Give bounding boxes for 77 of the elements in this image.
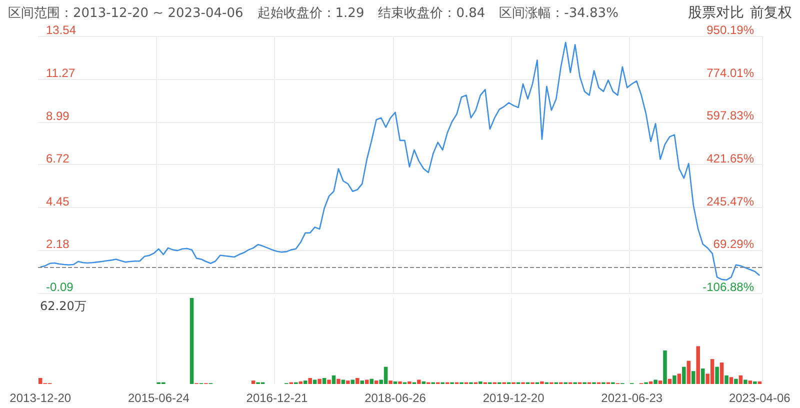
bar: [677, 374, 682, 384]
bar: [658, 380, 662, 384]
y-tick-label: 2.18: [46, 237, 70, 252]
x-tick-label: 2016-12-21: [246, 391, 308, 405]
bar: [668, 378, 672, 384]
bar: [691, 371, 696, 384]
bar: [715, 366, 719, 384]
text: 区间涨幅：-34.83%: [499, 6, 618, 21]
y-tick-label: 4.45: [46, 194, 70, 208]
bar: [700, 368, 705, 384]
bar: [350, 380, 355, 384]
bar: [298, 381, 303, 384]
y-tick-label: 6.72: [46, 152, 70, 166]
bar: [734, 378, 738, 384]
annotation: 62.20万: [40, 298, 86, 315]
bar: [648, 381, 653, 384]
text: 股票对比: [688, 5, 744, 21]
bar: [388, 380, 392, 384]
x-tick-label: 2018-06-26: [364, 391, 426, 405]
y2-tick-label: 774.01%: [706, 66, 754, 80]
bar: [696, 346, 700, 384]
bar: [190, 298, 194, 384]
bar: [672, 375, 676, 384]
y2-tick-label: 245.47%: [706, 194, 754, 208]
bar: [540, 381, 544, 384]
bar: [251, 380, 256, 384]
bar: [398, 381, 402, 384]
bar: [312, 380, 317, 384]
y2-tick-label: 597.83%: [706, 108, 754, 123]
y2-tick-label: 421.65%: [706, 152, 754, 166]
bar: [417, 380, 421, 384]
bar: [327, 380, 331, 384]
x-tick-label: 2019-12-20: [482, 391, 545, 405]
y2-tick-label: 69.29%: [713, 237, 754, 252]
bar: [663, 350, 667, 384]
bar: [753, 381, 757, 384]
bar: [356, 378, 360, 384]
bar: [332, 375, 336, 384]
x-tick-label: 2015-06-24: [128, 391, 190, 405]
bar: [322, 378, 326, 384]
bar: [364, 380, 369, 384]
bar: [393, 381, 398, 384]
bar: [318, 378, 322, 384]
bar: [370, 378, 374, 384]
bar: [303, 380, 308, 384]
y-tick-label: 8.99: [46, 108, 70, 123]
y2-tick-label: 950.19%: [706, 23, 754, 37]
bar: [308, 378, 312, 384]
bar: [336, 378, 340, 384]
y-tick-label: 11.27: [46, 66, 76, 80]
bar: [478, 381, 482, 384]
x-tick-label: 2013-12-20: [10, 391, 72, 405]
x-tick-label: 2023-04-06: [728, 391, 791, 405]
bar: [341, 380, 346, 384]
x-tick-label: 2021-06-23: [601, 391, 663, 405]
bar: [738, 375, 743, 384]
text: 起始收盘价：1.29: [257, 6, 364, 21]
bar: [682, 366, 686, 384]
y-tick-label: 13.54: [46, 23, 76, 37]
bar: [654, 380, 658, 384]
bar: [360, 380, 364, 384]
bar: [744, 380, 748, 384]
bar: [720, 362, 724, 384]
bar: [729, 377, 734, 384]
bar: [724, 375, 728, 384]
bar: [408, 381, 412, 384]
y2-tick-label: -106.88%: [702, 280, 754, 294]
text: 前复权: [750, 5, 792, 21]
chart-title: 区间范围：2013-12-20 ~ 2023-04-06: [8, 6, 244, 21]
bar: [748, 380, 752, 384]
y-tick-label: -0.09: [46, 280, 74, 294]
bar: [758, 381, 762, 384]
bar: [346, 380, 350, 384]
bar: [374, 380, 378, 384]
bar: [686, 360, 691, 384]
bar: [422, 381, 426, 384]
text: 结束收盘价：0.84: [378, 6, 486, 21]
